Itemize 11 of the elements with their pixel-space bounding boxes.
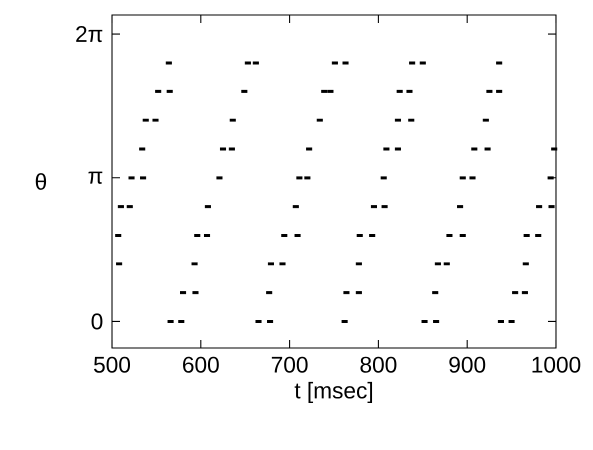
x-tick-label: 900: [449, 356, 486, 373]
x-tick-label: 600: [183, 356, 219, 373]
x-tick-label: 500: [94, 356, 130, 373]
x-axis-title: t [msec]: [294, 382, 372, 404]
x-tick-label: 1000: [532, 356, 580, 373]
y-axis-title: θ: [36, 173, 46, 190]
y-tick-label: 0: [92, 313, 102, 330]
x-tick-label: 800: [360, 356, 396, 373]
y-tick-label: π: [88, 172, 102, 184]
y-tick-label: 2π: [76, 26, 102, 42]
x-tick-label: 700: [272, 356, 308, 373]
